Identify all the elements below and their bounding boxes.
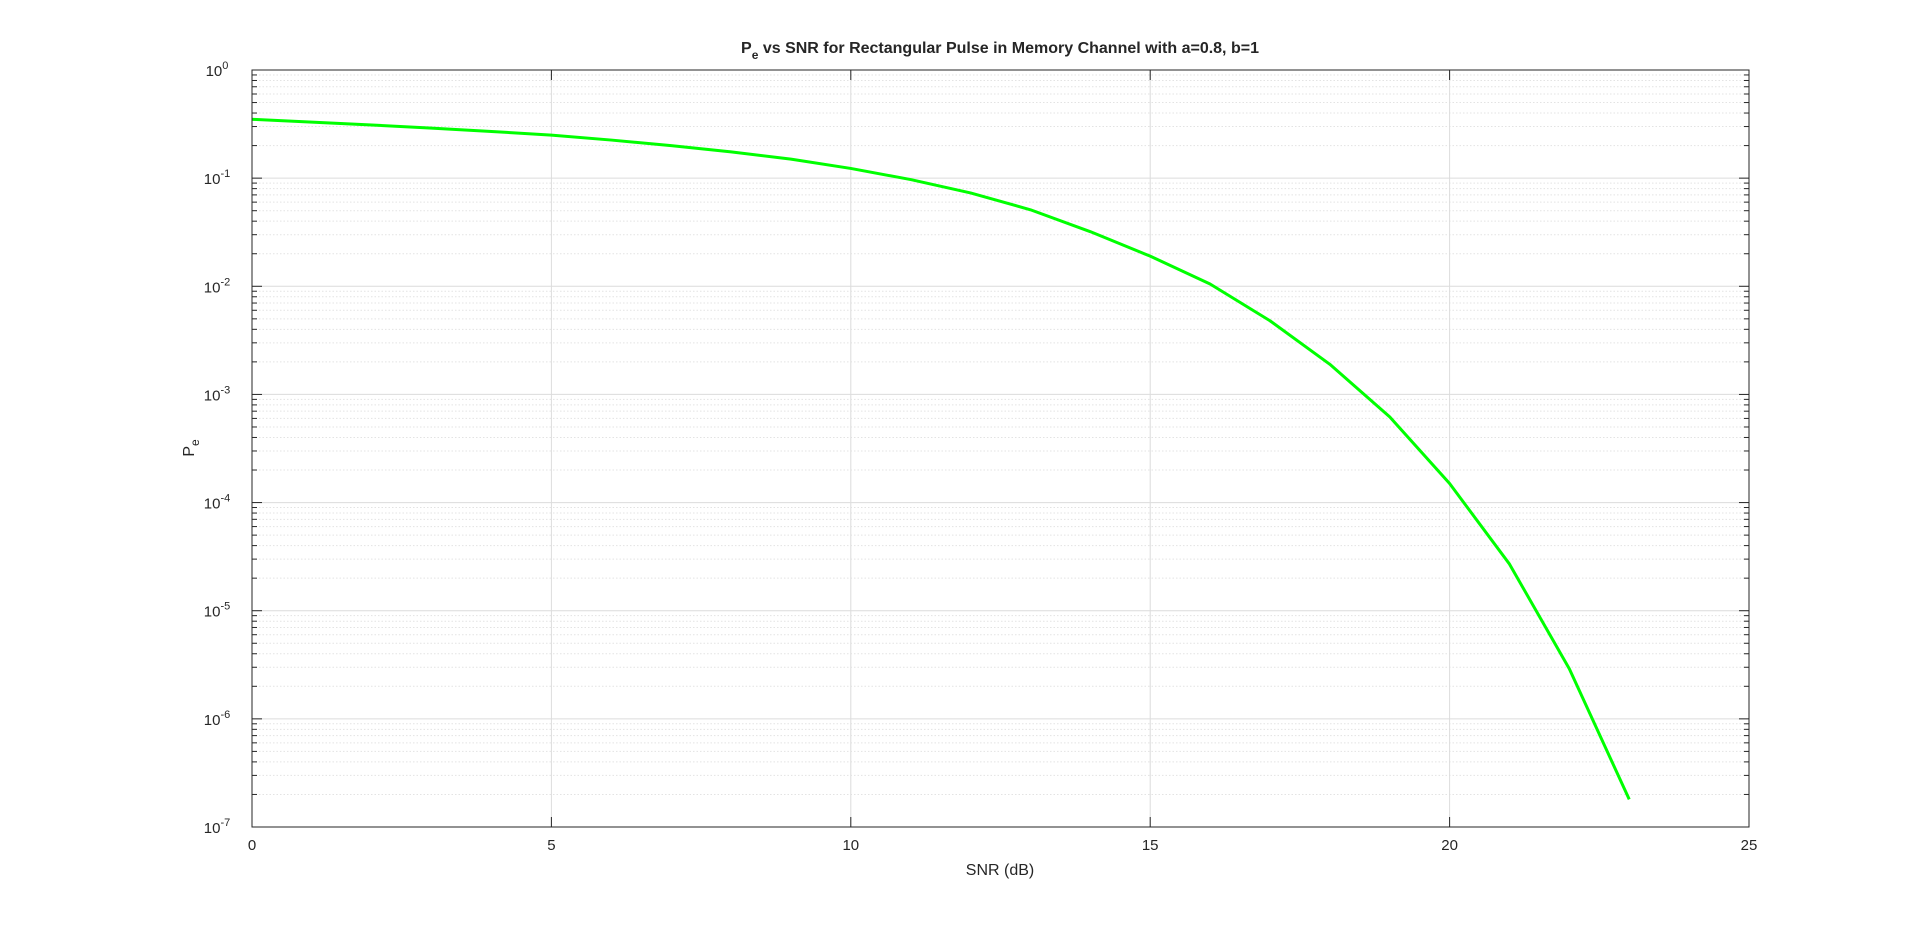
y-tick-base: 10	[204, 604, 221, 621]
x-tick-labels: 0 5 10 15 20 25	[248, 837, 1758, 854]
minor-grid	[252, 74, 1749, 795]
y-tick-exponent: -5	[220, 601, 230, 613]
y-tick-label: 10-4	[204, 493, 230, 513]
x-tick-label: 20	[1441, 837, 1458, 854]
y-tick-base: 10	[204, 387, 221, 404]
y-tick-label: 10-5	[204, 601, 230, 621]
x-tick-label: 5	[547, 837, 555, 854]
chart-title: Pe vs SNR for Rectangular Pulse in Memor…	[741, 40, 1259, 62]
y-axis-label: Pe	[181, 439, 202, 457]
y-tick-exponent: 0	[222, 60, 228, 72]
axes-layer	[251, 69, 1750, 828]
chart-title-subscript: e	[752, 48, 759, 62]
y-tick-exponent: -7	[220, 817, 230, 829]
y-tick-label: 10-3	[204, 384, 230, 404]
x-tick-label: 0	[248, 837, 256, 854]
x-axis-label: SNR (dB)	[966, 862, 1034, 879]
y-tick-base: 10	[206, 63, 223, 80]
x-tick-label: 10	[842, 837, 859, 854]
y-tick-base: 10	[204, 712, 221, 729]
y-tick-base: 10	[204, 171, 221, 188]
y-axis-label-subscript: e	[188, 439, 202, 446]
y-tick-base: 10	[204, 496, 221, 513]
y-tick-exponent: -3	[220, 384, 230, 396]
chart-title-prefix: P	[741, 40, 752, 57]
y-tick-label: 10-2	[204, 276, 230, 296]
y-tick-label: 10-1	[204, 168, 230, 188]
axes-box	[251, 69, 1750, 828]
x-tick-label: 25	[1741, 837, 1758, 854]
y-tick-label: 100	[206, 60, 229, 80]
y-tick-exponent: -2	[220, 276, 230, 288]
y-tick-base: 10	[204, 820, 221, 837]
series-layer	[251, 117, 1631, 801]
chart-title-rest: vs SNR for Rectangular Pulse in Memory C…	[758, 40, 1259, 57]
y-tick-label: 10-6	[204, 709, 230, 729]
plot-area	[252, 70, 1749, 827]
x-tick-label: 15	[1142, 837, 1159, 854]
y-tick-exponent: -6	[220, 709, 230, 721]
y-tick-label: 10-7	[204, 817, 230, 837]
y-axis-label-main: P	[181, 446, 198, 457]
y-tick-exponent: -4	[220, 493, 230, 505]
y-tick-exponent: -1	[220, 168, 230, 180]
y-tick-base: 10	[204, 279, 221, 296]
series-line	[251, 117, 1631, 801]
